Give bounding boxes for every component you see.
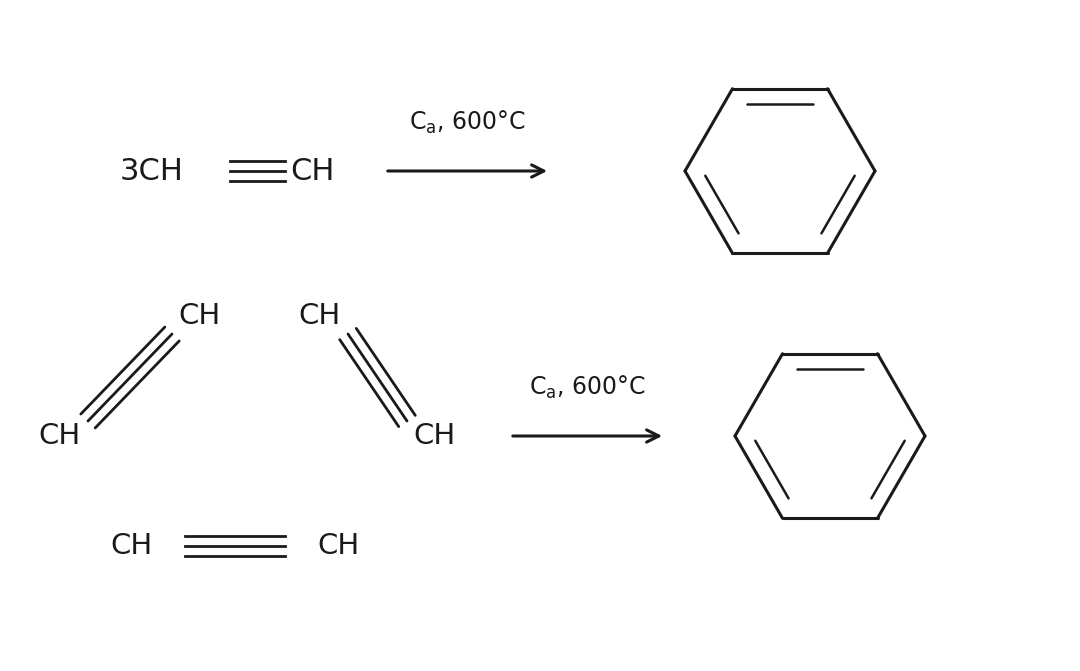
Text: CH: CH — [110, 532, 152, 560]
Text: CH: CH — [179, 302, 221, 330]
Text: CH: CH — [299, 302, 341, 330]
Text: C$_{\mathregular{a}}$, 600°C: C$_{\mathregular{a}}$, 600°C — [409, 109, 526, 136]
Text: CH: CH — [318, 532, 360, 560]
Text: CH: CH — [414, 422, 456, 450]
Text: 3CH: 3CH — [120, 156, 184, 185]
Text: C$_{\mathregular{a}}$, 600°C: C$_{\mathregular{a}}$, 600°C — [529, 374, 646, 401]
Text: CH: CH — [291, 156, 335, 185]
Text: CH: CH — [39, 422, 81, 450]
